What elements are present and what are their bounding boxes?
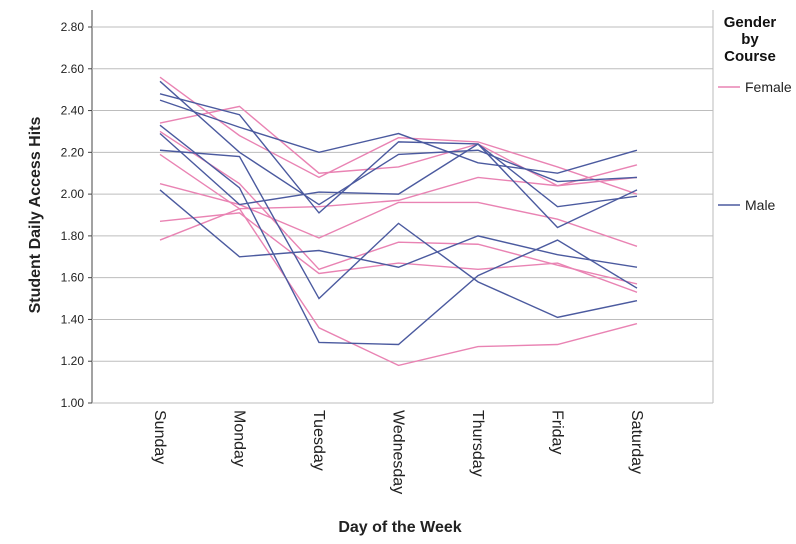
x-tick-label: Monday bbox=[231, 410, 248, 467]
legend-label: Male bbox=[745, 197, 776, 213]
legend-label: Female bbox=[745, 79, 792, 95]
data-line bbox=[159, 76, 638, 195]
x-tick-label: Sunday bbox=[151, 410, 168, 464]
y-tick-label: 2.80 bbox=[61, 20, 85, 34]
y-tick-label: 1.40 bbox=[61, 312, 85, 326]
x-tick-label: Saturday bbox=[628, 410, 645, 474]
data-line bbox=[159, 164, 638, 241]
x-tick-label: Thursday bbox=[469, 410, 486, 477]
y-tick-label: 2.40 bbox=[61, 104, 85, 118]
data-line bbox=[159, 182, 638, 247]
data-line bbox=[159, 80, 638, 206]
y-axis-label: Student Daily Access Hits bbox=[27, 117, 44, 314]
data-line bbox=[159, 133, 638, 208]
y-tick-label: 2.20 bbox=[61, 145, 85, 159]
x-axis-label: Day of the Week bbox=[338, 519, 461, 536]
data-line bbox=[159, 124, 638, 346]
y-tick-label: 1.60 bbox=[61, 271, 85, 285]
y-tick-label: 2.60 bbox=[61, 62, 85, 76]
data-line bbox=[159, 99, 638, 174]
data-line bbox=[159, 93, 638, 229]
data-line bbox=[159, 130, 638, 285]
data-line bbox=[159, 212, 638, 293]
x-tick-label: Tuesday bbox=[310, 410, 327, 471]
y-tick-label: 1.20 bbox=[61, 354, 85, 368]
data-line bbox=[159, 189, 638, 268]
y-tick-label: 2.00 bbox=[61, 187, 85, 201]
data-line bbox=[159, 149, 638, 319]
data-line bbox=[159, 153, 638, 367]
y-tick-label: 1.80 bbox=[61, 229, 85, 243]
y-tick-label: 1.00 bbox=[61, 396, 85, 410]
x-tick-label: Friday bbox=[549, 410, 566, 454]
legend-title: Gender by Course bbox=[723, 14, 777, 65]
x-tick-label: Wednesday bbox=[390, 410, 407, 494]
